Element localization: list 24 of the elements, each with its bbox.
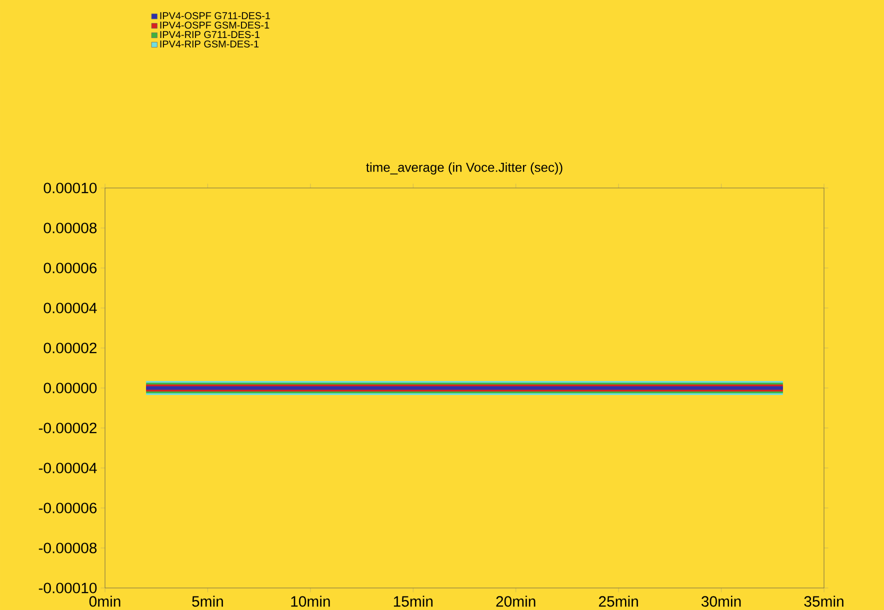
y-tick-label: 0.00002 (44, 342, 96, 354)
legend-label: IPV4-OSPF G711-DES-1 (160, 12, 270, 20)
x-tick-label: 35min (804, 596, 844, 607)
y-tick-label: 0.00006 (44, 262, 97, 274)
x-tick-label: 30min (702, 596, 741, 607)
y-tick-label: -0.00004 (38, 462, 97, 474)
legend-label: IPV4-RIP GSM-DES-1 (160, 40, 259, 48)
x-tick-label: 0min (89, 596, 120, 607)
y-tick-label: -0.00008 (38, 542, 97, 554)
x-tick-label: 15min (394, 596, 433, 607)
legend-label: IPV4-RIP G711-DES-1 (160, 31, 260, 38)
x-tick-label: 25min (598, 596, 638, 607)
y-tick-label: -0.00002 (38, 422, 96, 434)
y-tick-label: 0.00000 (44, 382, 97, 394)
legend-label: IPV4-OSPF GSM-DES-1 (160, 22, 270, 29)
y-tick-label: 0.00004 (44, 302, 97, 314)
x-tick-label: 5min (192, 596, 223, 607)
y-tick-label: -0.00006 (38, 502, 97, 514)
x-tick-label: 20min (496, 596, 536, 607)
x-tick-label: 10min (291, 596, 330, 607)
y-tick-label: 0.00010 (44, 182, 97, 194)
y-tick-label: 0.00008 (44, 222, 97, 234)
y-tick-label: -0.00010 (38, 582, 97, 594)
chart-title: time_average (in Voce.Jitter (sec)) (366, 162, 562, 174)
